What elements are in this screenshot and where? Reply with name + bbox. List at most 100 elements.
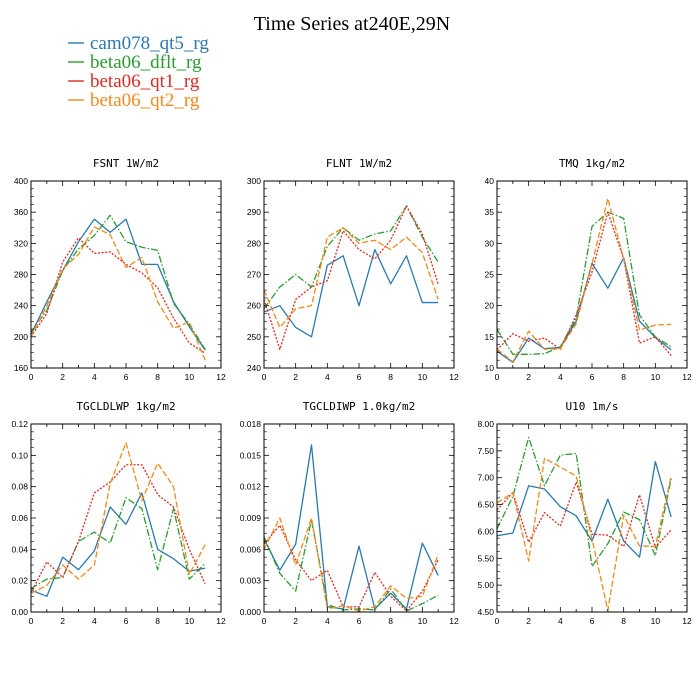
y-tick-label: 400 — [14, 176, 28, 186]
series-line-beta06_dflt_rg — [497, 211, 672, 355]
series-line-beta06_dflt_rg — [264, 205, 439, 310]
y-tick-label: 290 — [247, 207, 261, 217]
legend-label-beta06_qt2_rg: beta06_qt2_rg — [90, 90, 200, 111]
x-tick-label: 12 — [682, 616, 692, 626]
panel-1: FLNT 1W/m2 0 2 4 6 8 10 12 240 250 260 270 280 290 300 — [247, 157, 459, 382]
x-tick-label: 8 — [388, 616, 393, 626]
y-tick-label: 30 — [485, 238, 495, 248]
x-tick-label: 2 — [60, 616, 65, 626]
y-tick-label: 300 — [247, 176, 261, 186]
panels: FSNT 1W/m20 2 4 6 8 10 12160200240280320360400… — [11, 157, 692, 626]
y-tick-label: 250 — [247, 332, 261, 342]
x-tick-label: 8 — [155, 372, 160, 382]
y-tick-label: 200 — [14, 332, 28, 342]
x-tick-label: 2 — [526, 616, 531, 626]
x-tick-label: 12 — [449, 616, 459, 626]
panel-title: FSNT 1W/m2 — [93, 157, 159, 170]
series-line-beta06_qt1_rg — [31, 464, 206, 594]
y-tick-label: 5.00 — [477, 580, 494, 590]
x-tick-label: 0 — [262, 372, 267, 382]
y-tick-label: 0.018 — [240, 419, 262, 429]
y-tick-label: 0.12 — [11, 419, 28, 429]
panel-title: FLNT 1W/m2 — [326, 157, 392, 170]
x-tick-label: 10 — [418, 372, 428, 382]
y-tick-label: 320 — [14, 238, 28, 248]
x-tick-label: 10 — [651, 372, 661, 382]
y-tick-label: 0.000 — [240, 607, 262, 617]
plot-frame — [263, 180, 455, 369]
y-tick-label: 0.02 — [11, 576, 28, 586]
plot-frame — [496, 423, 688, 613]
x-tick-label: 6 — [590, 372, 595, 382]
y-tick-label: 240 — [247, 363, 261, 373]
panel-0: FSNT 1W/m2 0 2 4 6 8 10 12 160 200 240 280 320 360 400 — [14, 157, 226, 382]
x-tick-label: 6 — [124, 616, 129, 626]
series-line-beta06_qt2_rg — [497, 197, 672, 363]
x-tick-label: 12 — [216, 616, 226, 626]
series-line-cam078_qt5_rg — [264, 248, 439, 338]
series-line-beta06_dflt_rg — [31, 214, 206, 350]
y-tick-label: 0.009 — [240, 513, 262, 523]
legend: cam078_qt5_rgbeta06_dflt_rgbeta06_qt1_rg… — [68, 33, 209, 111]
y-tick-label: 8.00 — [477, 419, 494, 429]
series-line-beta06_qt1_rg — [31, 237, 206, 354]
legend-label-cam078_qt5_rg: cam078_qt5_rg — [90, 33, 209, 54]
y-tick-label: 0.003 — [240, 576, 262, 586]
series-line-beta06_qt1_rg — [497, 481, 672, 549]
x-tick-label: 0 — [29, 372, 34, 382]
series-line-cam078_qt5_rg — [497, 460, 672, 558]
x-tick-label: 4 — [92, 616, 97, 626]
x-tick-label: 12 — [449, 372, 459, 382]
y-tick-label: 7.00 — [477, 473, 494, 483]
x-tick-label: 6 — [124, 372, 129, 382]
x-tick-label: 6 — [357, 616, 362, 626]
x-tick-label: 8 — [155, 616, 160, 626]
y-tick-label: 160 — [14, 363, 28, 373]
y-tick-label: 35 — [485, 207, 495, 217]
y-tick-label: 6.00 — [477, 526, 494, 536]
x-tick-label: 8 — [621, 372, 626, 382]
x-tick-label: 2 — [293, 616, 298, 626]
y-tick-label: 280 — [14, 270, 28, 280]
x-tick-label: 8 — [621, 616, 626, 626]
x-tick-label: 12 — [682, 372, 692, 382]
y-tick-label: 6.50 — [477, 500, 494, 510]
y-tick-label: 0.006 — [240, 544, 262, 554]
y-tick-label: 260 — [247, 301, 261, 311]
y-tick-label: 0.00 — [11, 607, 28, 617]
x-tick-label: 12 — [216, 372, 226, 382]
x-tick-label: 10 — [418, 616, 428, 626]
y-tick-label: 5.50 — [477, 553, 494, 563]
series-line-beta06_dflt_rg — [264, 519, 439, 612]
series-line-beta06_qt2_rg — [264, 517, 439, 612]
x-tick-label: 2 — [526, 372, 531, 382]
series-group — [31, 442, 206, 597]
x-tick-label: 0 — [262, 616, 267, 626]
y-tick-label: 15 — [485, 332, 495, 342]
legend-label-beta06_qt1_rg: beta06_qt1_rg — [90, 71, 200, 92]
x-tick-label: 0 — [29, 616, 34, 626]
y-tick-label: 0.08 — [11, 482, 28, 492]
x-tick-label: 4 — [325, 616, 330, 626]
series-group — [264, 205, 439, 350]
y-tick-label: 0.06 — [11, 513, 28, 523]
panel-2: TMQ 1kg/m2 0 2 4 6 8 10 12 10 15 20 25 30 35 40 — [485, 157, 692, 382]
y-tick-label: 280 — [247, 238, 261, 248]
figure-title: Time Series at240E,29N — [254, 13, 450, 35]
x-tick-label: 4 — [92, 372, 97, 382]
series-line-beta06_qt2_rg — [264, 227, 439, 329]
y-tick-label: 240 — [14, 301, 28, 311]
y-tick-label: 7.50 — [477, 446, 494, 456]
x-tick-label: 0 — [495, 616, 500, 626]
series-line-beta06_dflt_rg — [31, 496, 206, 590]
panel-title: TMQ 1kg/m2 — [559, 157, 625, 170]
y-tick-label: 270 — [247, 270, 261, 280]
series-line-beta06_qt2_rg — [31, 442, 206, 594]
panel-title: TGCLDLWP 1kg/m2 — [76, 400, 175, 413]
series-line-cam078_qt5_rg — [31, 492, 206, 597]
y-tick-label: 10 — [485, 363, 495, 373]
y-tick-label: 0.015 — [240, 450, 262, 460]
x-tick-label: 10 — [651, 616, 661, 626]
series-line-beta06_qt2_rg — [31, 226, 206, 361]
